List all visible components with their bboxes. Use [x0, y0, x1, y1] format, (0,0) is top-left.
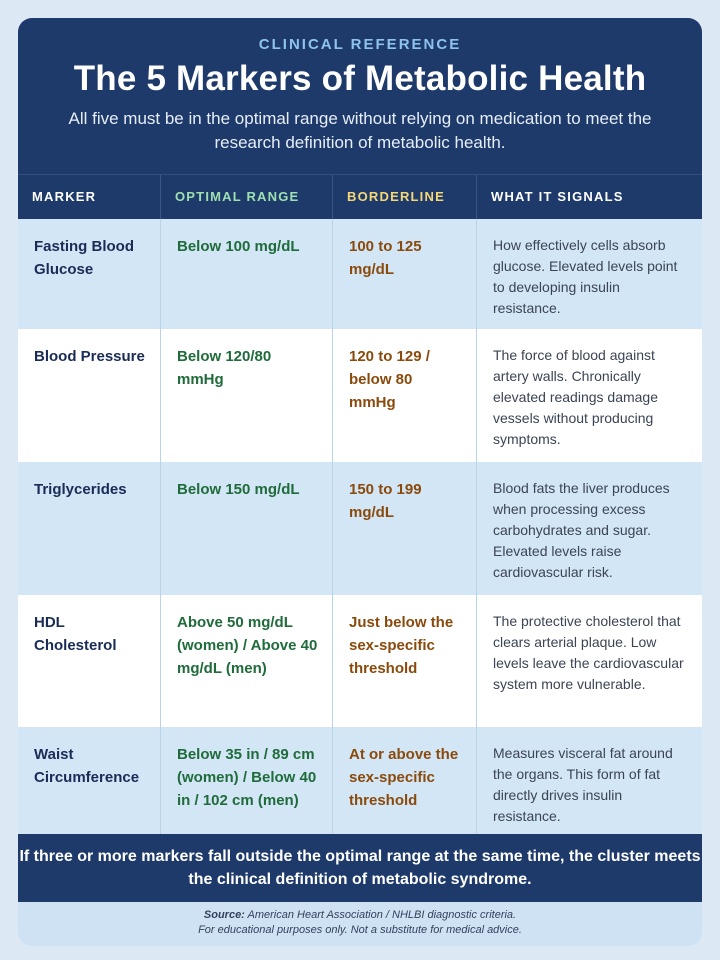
marker-name: Fasting Blood Glucose: [18, 219, 161, 329]
borderline-range: 120 to 129 / below 80 mmHg: [333, 329, 477, 462]
metabolic-syndrome-note: If three or more markers fall outside th…: [18, 834, 702, 902]
table-row: Fasting Blood Glucose Below 100 mg/dL 10…: [18, 219, 702, 329]
optimal-range: Below 120/80 mmHg: [161, 329, 333, 462]
borderline-range: 100 to 125 mg/dL: [333, 219, 477, 329]
optimal-range: Below 35 in / 89 cm (women) / Below 40 i…: [161, 727, 333, 839]
source-note: Source: American Heart Association / NHL…: [18, 908, 702, 938]
column-header-signals: WHAT IT SIGNALS: [491, 189, 624, 204]
optimal-range: Below 150 mg/dL: [161, 462, 333, 595]
marker-signal: Blood fats the liver produces when proce…: [493, 480, 670, 580]
borderline-range: Just below the sex-specific threshold: [333, 595, 477, 727]
borderline-range: At or above the sex-specific threshold: [333, 727, 477, 839]
marker-name: HDL Cholesterol: [18, 595, 161, 727]
marker-signal: The protective cholesterol that clears a…: [493, 613, 684, 692]
table-row: Blood Pressure Below 120/80 mmHg 120 to …: [18, 329, 702, 462]
column-header-marker: MARKER: [18, 175, 161, 219]
table-header: MARKER OPTIMAL RANGE BORDERLINE WHAT IT …: [18, 174, 702, 219]
optimal-range: Below 100 mg/dL: [161, 219, 333, 329]
marker-signal: The force of blood against artery walls.…: [493, 347, 659, 447]
marker-signal: How effectively cells absorb glucose. El…: [493, 237, 678, 316]
marker-name: Waist Circumference: [18, 727, 161, 839]
table-row: Triglycerides Below 150 mg/dL 150 to 199…: [18, 462, 702, 595]
marker-name: Triglycerides: [18, 462, 161, 595]
page-title: The 5 Markers of Metabolic Health: [73, 59, 647, 98]
reference-card: CLINICAL REFERENCE The 5 Markers of Meta…: [18, 18, 702, 946]
marker-name: Blood Pressure: [18, 329, 161, 462]
table-row: Waist Circumference Below 35 in / 89 cm …: [18, 727, 702, 839]
optimal-range: Above 50 mg/dL (women) / Above 40 mg/dL …: [161, 595, 333, 727]
column-header-borderline: BORDERLINE: [333, 175, 477, 219]
table-row: HDL Cholesterol Above 50 mg/dL (women) /…: [18, 595, 702, 727]
header: CLINICAL REFERENCE The 5 Markers of Meta…: [18, 18, 702, 174]
borderline-range: 150 to 199 mg/dL: [333, 462, 477, 595]
page-subtitle: All five must be in the optimal range wi…: [68, 109, 652, 152]
source-text: American Heart Association / NHLBI diagn…: [247, 909, 517, 921]
disclaimer-text: For educational purposes only. Not a sub…: [198, 924, 522, 936]
source-label: Source:: [203, 909, 245, 921]
column-header-optimal: OPTIMAL RANGE: [161, 175, 333, 219]
marker-signal: Measures visceral fat around the organs.…: [493, 745, 673, 824]
eyebrow-label: CLINICAL REFERENCE: [258, 36, 462, 53]
